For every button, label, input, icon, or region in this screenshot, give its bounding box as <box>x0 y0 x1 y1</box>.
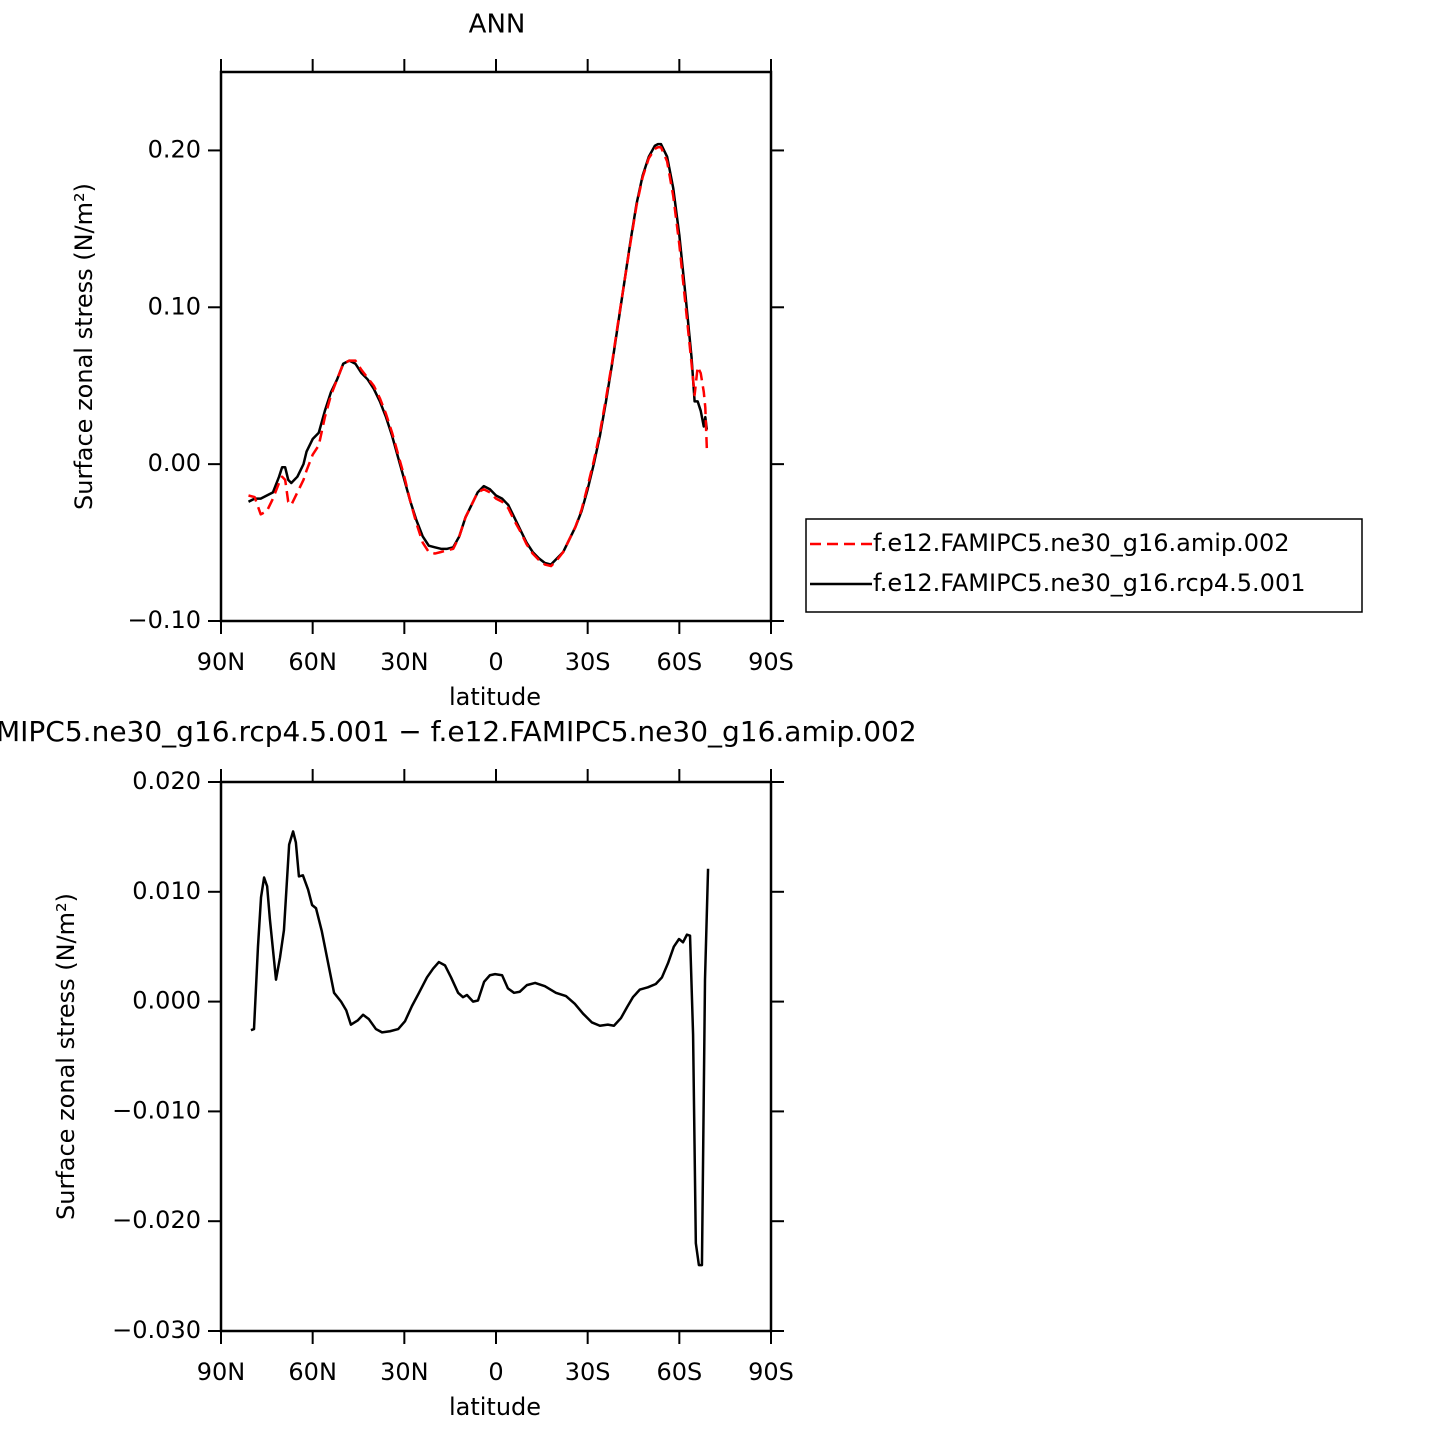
legend: f.e12.FAMIPC5.ne30_g16.amip.002 f.e12.FAM… <box>805 518 1363 613</box>
y-tick-label: 0.00 <box>148 449 201 477</box>
x-tick-label: 60S <box>656 1358 702 1386</box>
data-line <box>248 146 709 568</box>
y-tick-label: −0.10 <box>127 606 201 634</box>
y-tick-label: −0.030 <box>112 1316 201 1344</box>
legend-box <box>805 518 1363 613</box>
x-tick-label: 0 <box>488 648 503 676</box>
chart-title: MIPC5.ne30_g16.rcp4.5.001 − f.e12.FAMIPC… <box>0 715 917 748</box>
y-tick-label: −0.020 <box>112 1206 201 1234</box>
y-tick-label: −0.010 <box>112 1096 201 1124</box>
data-line <box>250 830 710 1267</box>
legend-label: f.e12.FAMIPC5.ne30_g16.rcp4.5.001 <box>873 569 1306 597</box>
y-tick-label: 0.010 <box>132 877 201 905</box>
plot-frame <box>219 780 773 1333</box>
x-tick-label: 60N <box>288 648 337 676</box>
x-tick-label: 90N <box>197 648 246 676</box>
legend-label: f.e12.FAMIPC5.ne30_g16.amip.002 <box>873 529 1290 557</box>
x-tick-label: 90S <box>748 648 794 676</box>
x-tick-label: 30N <box>380 648 429 676</box>
x-tick-label: 30S <box>565 648 611 676</box>
x-axis-label: latitude <box>449 1393 541 1421</box>
x-tick-label: 60S <box>656 648 702 676</box>
x-tick-label: 0 <box>488 1358 503 1386</box>
y-axis-label: Surface zonal stress (N/m²) <box>70 183 98 510</box>
y-axis-label: Surface zonal stress (N/m²) <box>52 893 80 1220</box>
x-tick-label: 90S <box>748 1358 794 1386</box>
chart-title: ANN <box>469 10 526 40</box>
y-tick-label: 0.020 <box>132 767 201 795</box>
x-tick-label: 30N <box>380 1358 429 1386</box>
x-axis-label: latitude <box>449 683 541 711</box>
x-tick-label: 90N <box>197 1358 246 1386</box>
y-tick-label: 0.000 <box>132 987 201 1015</box>
y-tick-label: 0.10 <box>148 292 201 320</box>
data-line <box>247 142 709 566</box>
plot-frame <box>219 70 773 623</box>
x-tick-label: 30S <box>565 1358 611 1386</box>
y-tick-label: 0.20 <box>148 135 201 163</box>
x-tick-label: 60N <box>288 1358 337 1386</box>
